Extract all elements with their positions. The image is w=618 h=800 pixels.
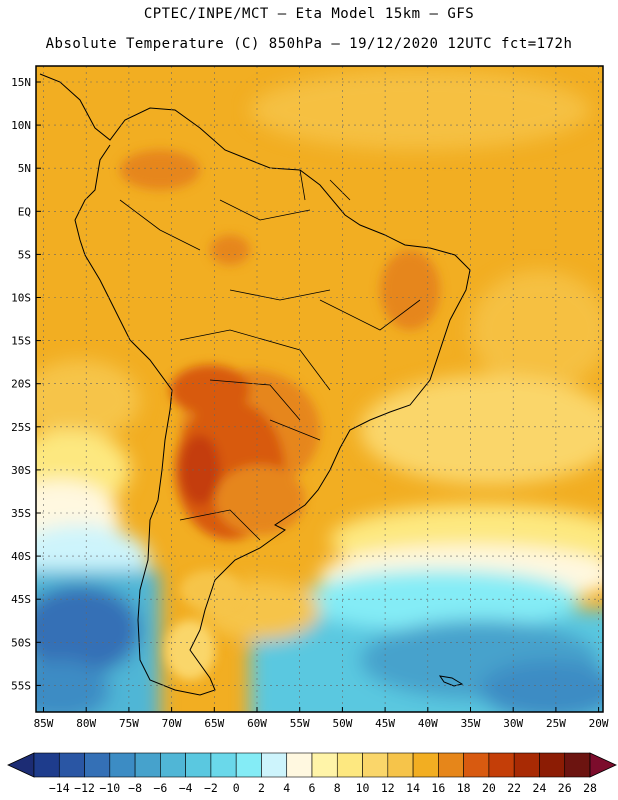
lat-label: 10N: [11, 119, 31, 132]
island: [438, 675, 464, 687]
lat-label: 50S: [11, 636, 31, 649]
colorbar-label: 6: [309, 781, 316, 795]
colorbar-swatch: [109, 752, 136, 778]
colorbar-label: −10: [99, 781, 120, 795]
colorbar-swatch: [286, 752, 313, 778]
colorbar-label: −14: [49, 781, 70, 795]
south-america-coast: [39, 73, 471, 696]
lat-label: 15S: [11, 335, 31, 348]
colorbar-label: 16: [431, 781, 445, 795]
lon-label: 35W: [461, 717, 481, 730]
colorbar-swatch: [160, 752, 186, 778]
lon-label: 45W: [375, 717, 395, 730]
colorbar-label: 0: [233, 781, 240, 795]
colorbar-label: −12: [74, 781, 95, 795]
lat-label: 40S: [11, 550, 31, 563]
chart-title-line-1: CPTEC/INPE/MCT – Eta Model 15km – GFS: [143, 6, 475, 22]
lat-label: 25S: [11, 421, 31, 434]
colorbar-label: 8: [334, 781, 341, 795]
colorbar-swatch: [438, 752, 464, 778]
colorbar-swatch: [235, 752, 262, 778]
colorbar-swatch: [134, 752, 161, 778]
colorbar-label: 26: [558, 781, 572, 795]
lon-label: 70W: [162, 717, 182, 730]
colorbar-label: 4: [283, 781, 290, 795]
lat-label: 10S: [11, 292, 31, 305]
lon-label: 55W: [290, 717, 310, 730]
colorbar-swatch: [488, 752, 515, 778]
colorbar-swatch: [513, 752, 540, 778]
colorbar-swatch: [539, 752, 566, 778]
colorbar-label: 2: [258, 781, 265, 795]
lat-label: 30S: [11, 464, 31, 477]
colorbar-swatch: [564, 752, 591, 778]
colorbar-label: 24: [533, 781, 547, 795]
lon-label: 65W: [204, 717, 224, 730]
lon-label: 30W: [503, 717, 523, 730]
colorbar-label: 12: [381, 781, 395, 795]
colorbar-swatch: [412, 752, 439, 778]
lon-label: 50W: [332, 717, 352, 730]
lat-label: 5N: [18, 162, 31, 175]
colorbar-swatch: [84, 752, 111, 778]
colorbar-over-arrow: [589, 752, 617, 778]
lat-label: 15N: [11, 76, 31, 89]
temperature-field: [36, 66, 603, 712]
coastlines: [39, 73, 471, 696]
country-borders: [119, 169, 421, 541]
lat-label: 55S: [11, 679, 31, 692]
lon-label: 25W: [546, 717, 566, 730]
lon-label: 60W: [247, 717, 267, 730]
lat-label: 20S: [11, 378, 31, 391]
colorbar: −14 −12 −10 −8 −6 −4 −2 0 2 4 6 8 10 12 14 16 18 20 22 24 26…: [7, 752, 617, 795]
lon-label: 20W: [589, 717, 609, 730]
colorbar-swatch: [463, 752, 490, 778]
colorbar-label: 14: [406, 781, 420, 795]
colorbar-swatch: [185, 752, 212, 778]
chart-title-line-2: Absolute Temperature (C) 850hPa – 19/12/…: [45, 36, 573, 52]
colorbar-label: −8: [128, 781, 142, 795]
lat-label: 45S: [11, 593, 31, 606]
colorbar-swatch: [387, 752, 414, 778]
colorbar-label: 18: [457, 781, 471, 795]
lon-label: 80W: [76, 717, 96, 730]
colorbar-swatch: [311, 752, 338, 778]
colorbar-swatch: [33, 752, 60, 778]
map-frame: [35, 65, 604, 713]
colorbar-swatch: [261, 752, 288, 778]
longitude-labels: 85W 80W 75W 70W 65W 60W 55W 50W 45W 40W 35W 30W 25W 2…: [34, 717, 609, 730]
colorbar-swatch: [58, 752, 85, 778]
colorbar-label: 22: [507, 781, 521, 795]
colorbar-label: −6: [153, 781, 167, 795]
lat-lon-grid: [36, 66, 603, 712]
colorbar-label: 20: [482, 781, 496, 795]
colorbar-swatch: [210, 752, 237, 778]
lon-label: 75W: [119, 717, 139, 730]
colorbar-label: 10: [356, 781, 370, 795]
colorbar-label: −4: [179, 781, 193, 795]
lat-label: 5S: [18, 248, 31, 261]
lon-label: 85W: [34, 717, 54, 730]
colorbar-swatch: [362, 752, 389, 778]
latitude-labels: 15N 10N 5N EQ 5S 10S 15S 20S 25S 30S 35S 40S 45S 50S 5…: [11, 76, 31, 692]
lat-label: EQ: [18, 205, 31, 218]
colorbar-label: −2: [204, 781, 218, 795]
colorbar-swatch: [336, 752, 363, 778]
colorbar-under-arrow: [7, 752, 35, 778]
colorbar-label: 28: [583, 781, 597, 795]
lon-label: 40W: [418, 717, 438, 730]
lat-label: 35S: [11, 507, 31, 520]
